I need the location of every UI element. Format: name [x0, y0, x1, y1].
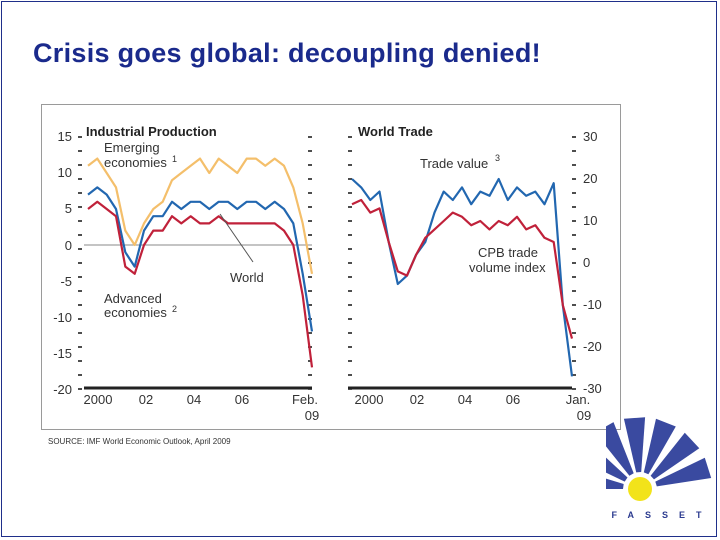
source-note: SOURCE: IMF World Economic Outlook, Apri… [48, 437, 231, 446]
x-tick-label: 06 [506, 392, 520, 407]
x-tick-label: 09 [305, 408, 319, 423]
y-tick-label: 15 [58, 129, 72, 144]
y-tick-label: -5 [60, 274, 72, 289]
logo-sun [628, 477, 652, 501]
y-tick-label: 20 [583, 171, 597, 186]
logo-ray [643, 418, 676, 475]
y-tick-label: 10 [583, 213, 597, 228]
y-tick-label: -15 [53, 346, 72, 361]
fasset-logo: FASSET [606, 412, 718, 538]
logo-ray [650, 432, 700, 480]
x-tick-label: 06 [235, 392, 249, 407]
y-tick-label: 30 [583, 129, 597, 144]
page-title: Crisis goes global: decoupling denied! [33, 38, 541, 68]
x-tick-label: 02 [410, 392, 424, 407]
x-tick-label: 2000 [355, 392, 384, 407]
world-leader-line [219, 213, 254, 263]
logo-ray [655, 457, 712, 487]
label-cpb-1: CPB trade [478, 245, 538, 260]
sunburst-icon [606, 417, 712, 501]
logo-text: FASSET [611, 510, 713, 520]
label-cpb-2: volume index [469, 260, 546, 275]
y-tick-label: -20 [53, 382, 72, 397]
label-world: World [230, 270, 264, 285]
y-tick-label: -20 [583, 339, 602, 354]
y-tick-label: 5 [65, 201, 72, 216]
label-emerging-2: economies [104, 155, 167, 170]
x-tick-label: 09 [577, 408, 591, 423]
industrial-production-chart: Industrial Production Emerging economies… [53, 124, 319, 423]
y-tick-label: -30 [583, 381, 602, 396]
label-advanced-1: Advanced [104, 291, 162, 306]
chart-title-world-trade: World Trade [358, 124, 433, 139]
series-lines [351, 177, 574, 377]
x-tick-label: 02 [139, 392, 153, 407]
x-tick-label: 04 [458, 392, 472, 407]
series-line-trade-value [351, 177, 574, 377]
y-tick-label: 0 [65, 238, 72, 253]
y-tick-label: 10 [58, 165, 72, 180]
label-emerging-1: Emerging [104, 140, 160, 155]
series-line-advanced-economies [87, 200, 314, 368]
x-tick-label: Feb. [292, 392, 318, 407]
x-tick-label: 04 [187, 392, 201, 407]
label-trade-value: Trade value [420, 156, 488, 171]
logo-ray [606, 422, 634, 476]
series-line-cpb-trade-volume-index [351, 198, 574, 339]
y-tick-marks [78, 136, 312, 390]
y-tick-label: -10 [53, 310, 72, 325]
series-line-emerging-economies [87, 157, 314, 274]
chart-title-industrial: Industrial Production [86, 124, 217, 139]
label-trade-value-sup: 3 [495, 153, 500, 163]
x-tick-label: 2000 [84, 392, 113, 407]
label-advanced-sup: 2 [172, 304, 177, 314]
world-trade-chart: World Trade Trade value 3 CPB trade volu… [348, 124, 602, 423]
y-tick-label: 0 [583, 255, 590, 270]
y-tick-marks [348, 136, 576, 390]
chart-figure: Industrial Production Emerging economies… [41, 104, 621, 430]
logo-rays [606, 417, 712, 489]
x-tick-label: Jan. [566, 392, 591, 407]
label-advanced-2: economies [104, 305, 167, 320]
series-lines [87, 157, 314, 368]
y-tick-label: -10 [583, 297, 602, 312]
logo-ray [623, 417, 646, 473]
label-emerging-sup: 1 [172, 154, 177, 164]
charts-svg: Industrial Production Emerging economies… [53, 124, 602, 423]
logo-ray [606, 457, 628, 482]
series-line-world [87, 186, 314, 332]
logo-ray [606, 478, 624, 489]
